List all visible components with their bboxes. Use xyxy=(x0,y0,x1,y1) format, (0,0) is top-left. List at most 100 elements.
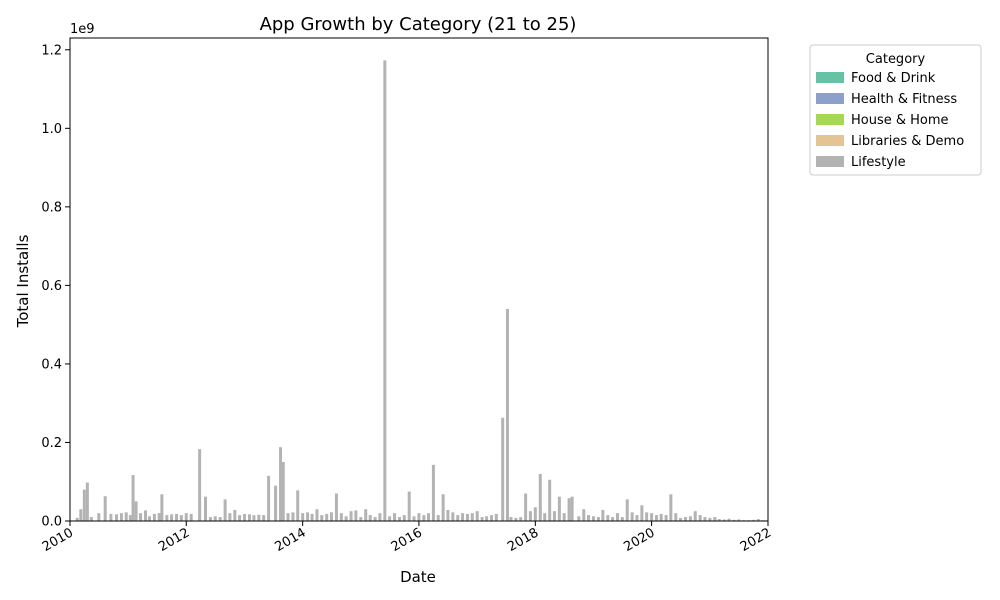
bar xyxy=(485,516,489,521)
bar xyxy=(519,517,523,521)
bar xyxy=(461,513,465,521)
bar xyxy=(238,515,242,521)
bar xyxy=(368,515,372,521)
bar xyxy=(359,517,363,521)
bar xyxy=(165,515,169,521)
y-tick-label: 1.2 xyxy=(41,43,62,58)
bar xyxy=(179,515,183,521)
bar xyxy=(727,518,731,521)
bar xyxy=(334,493,338,521)
bar xyxy=(505,308,509,521)
bar xyxy=(538,473,542,521)
bar xyxy=(751,519,755,521)
bar xyxy=(562,513,566,521)
bar xyxy=(684,517,688,521)
bar xyxy=(426,513,430,521)
legend-swatch xyxy=(816,72,844,83)
bar xyxy=(286,513,290,521)
bar xyxy=(301,513,305,521)
bar xyxy=(354,510,358,521)
bar xyxy=(189,513,193,521)
bar xyxy=(228,513,232,521)
bar xyxy=(364,509,368,521)
bar xyxy=(703,517,707,521)
y-axis: 0.0 0.2 0.4 0.6 0.8 1.0 1.2 xyxy=(41,43,70,530)
bar xyxy=(650,513,654,521)
bar xyxy=(291,512,295,521)
bar xyxy=(296,490,300,521)
bar xyxy=(97,513,101,521)
bar xyxy=(257,514,261,521)
bar xyxy=(252,515,256,521)
bar xyxy=(528,511,532,521)
y-axis-title: Total Installs xyxy=(14,234,32,328)
x-tick-label: 2020 xyxy=(621,525,657,555)
bar xyxy=(79,509,83,521)
bar xyxy=(422,515,426,521)
bar xyxy=(591,516,595,521)
bar xyxy=(373,517,377,521)
legend-swatch xyxy=(816,93,844,104)
bar xyxy=(756,519,760,521)
bar xyxy=(698,515,702,521)
bar xyxy=(279,447,283,521)
bar xyxy=(213,516,217,521)
x-tick-label: 2014 xyxy=(273,525,309,555)
bar xyxy=(688,516,692,521)
bar xyxy=(204,496,208,521)
bar xyxy=(548,479,552,521)
bar xyxy=(441,494,445,521)
bar xyxy=(587,515,591,521)
legend-swatch xyxy=(816,135,844,146)
bar xyxy=(451,512,455,521)
bar xyxy=(267,475,271,521)
bar xyxy=(85,482,89,521)
bar xyxy=(103,496,107,521)
bar xyxy=(664,515,668,521)
y-tick-label: 0.2 xyxy=(41,436,62,451)
bar xyxy=(198,449,202,521)
bar xyxy=(82,489,86,521)
bar xyxy=(635,515,639,521)
legend-title: Category xyxy=(866,52,926,67)
bar xyxy=(274,485,278,521)
bar xyxy=(679,517,683,521)
bar xyxy=(552,511,556,521)
bar xyxy=(611,517,615,521)
legend-label: Food & Drink xyxy=(851,71,936,86)
bar xyxy=(494,513,498,521)
bar xyxy=(669,494,673,521)
y-tick-label: 1.0 xyxy=(41,122,62,137)
x-tick-label: 2022 xyxy=(738,525,774,555)
bar xyxy=(329,512,333,521)
bar xyxy=(737,519,741,521)
bar xyxy=(310,513,314,521)
bar xyxy=(143,510,147,521)
bar xyxy=(349,511,353,521)
bar xyxy=(582,509,586,521)
bar xyxy=(606,515,610,521)
bar xyxy=(693,511,697,521)
bar xyxy=(417,513,421,521)
bar xyxy=(124,512,128,521)
legend-label: Health & Fitness xyxy=(851,92,957,107)
bar xyxy=(533,507,537,521)
bar xyxy=(596,517,600,521)
bar xyxy=(315,509,319,521)
bar xyxy=(262,515,266,521)
bar xyxy=(247,514,251,521)
bar xyxy=(134,501,138,521)
bar xyxy=(281,462,285,521)
y-tick-label: 0.0 xyxy=(41,515,62,530)
bar xyxy=(402,515,406,521)
bar-series xyxy=(75,60,765,521)
legend-box xyxy=(809,44,982,176)
x-axis: 2010 2012 2014 2016 2018 2020 2022 xyxy=(40,521,774,555)
bar xyxy=(645,512,649,521)
x-axis-title: Date xyxy=(400,568,436,586)
bar xyxy=(75,517,79,521)
bar xyxy=(157,513,161,521)
y-offset-label: 1e9 xyxy=(70,22,95,37)
bar xyxy=(655,515,659,521)
